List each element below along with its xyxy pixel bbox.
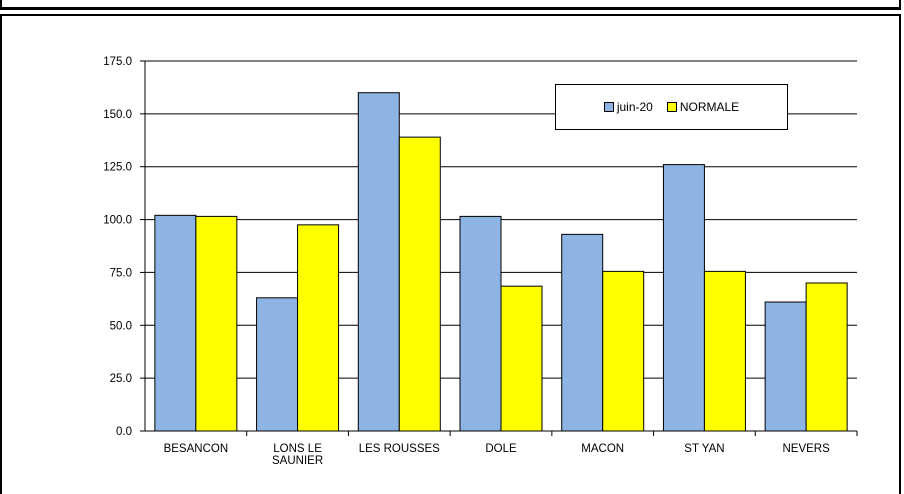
x-tick-label: LES ROUSSES [359,443,440,455]
x-tick-label: SAUNIER [272,455,323,467]
y-tick-label: 175.0 [103,56,132,68]
y-tick-label: 0.0 [116,426,132,438]
legend-item-series-1: juin-20 [603,100,653,114]
y-tick-label: 100.0 [103,215,132,227]
y-tick-label: 150.0 [103,109,132,121]
bar-juin-20-6 [662,164,705,432]
y-tick-labels: 0.0 25.0 50.0 75.0 100.0 125.0 150.0 175.0 [103,56,132,438]
bar-normale-6 [703,270,746,432]
bar-normale-2 [297,224,340,432]
x-tick-label: MACON [581,443,624,455]
bar-juin-20-4 [459,215,502,432]
y-tick-label: 75.0 [110,267,132,279]
x-tick-label: ST YAN [684,443,724,455]
legend: juin-20 NORMALE [555,84,788,130]
y-tick-label: 25.0 [110,373,132,385]
bar-juin-20-5 [561,233,604,432]
x-tick-label: BESANCON [164,443,229,455]
bars [154,92,848,432]
bar-normale-4 [500,285,543,432]
bar-juin-20-3 [357,92,400,432]
x-tick-label: NEVERS [782,443,830,455]
bar-normale-5 [602,270,645,432]
x-tick-label: DOLE [485,443,517,455]
legend-swatch-series-2 [666,102,677,112]
x-tick-label: LONS LE [273,443,322,455]
legend-swatch-series-1 [603,102,614,112]
axes [140,60,858,436]
y-tick-label: 50.0 [110,320,132,332]
bar-juin-20-2 [256,297,299,432]
legend-label-series-2: NORMALE [679,100,740,114]
legend-item-series-2: NORMALE [666,100,740,114]
y-tick-label: 125.0 [103,162,132,174]
legend-label-series-1: juin-20 [616,100,653,114]
bar-normale-3 [398,136,441,432]
bar-normale-1 [195,215,238,432]
bar-juin-20-7 [764,301,807,432]
bar-juin-20-1 [154,214,197,432]
bar-normale-7 [805,282,848,432]
top-panel-frame [0,0,901,10]
